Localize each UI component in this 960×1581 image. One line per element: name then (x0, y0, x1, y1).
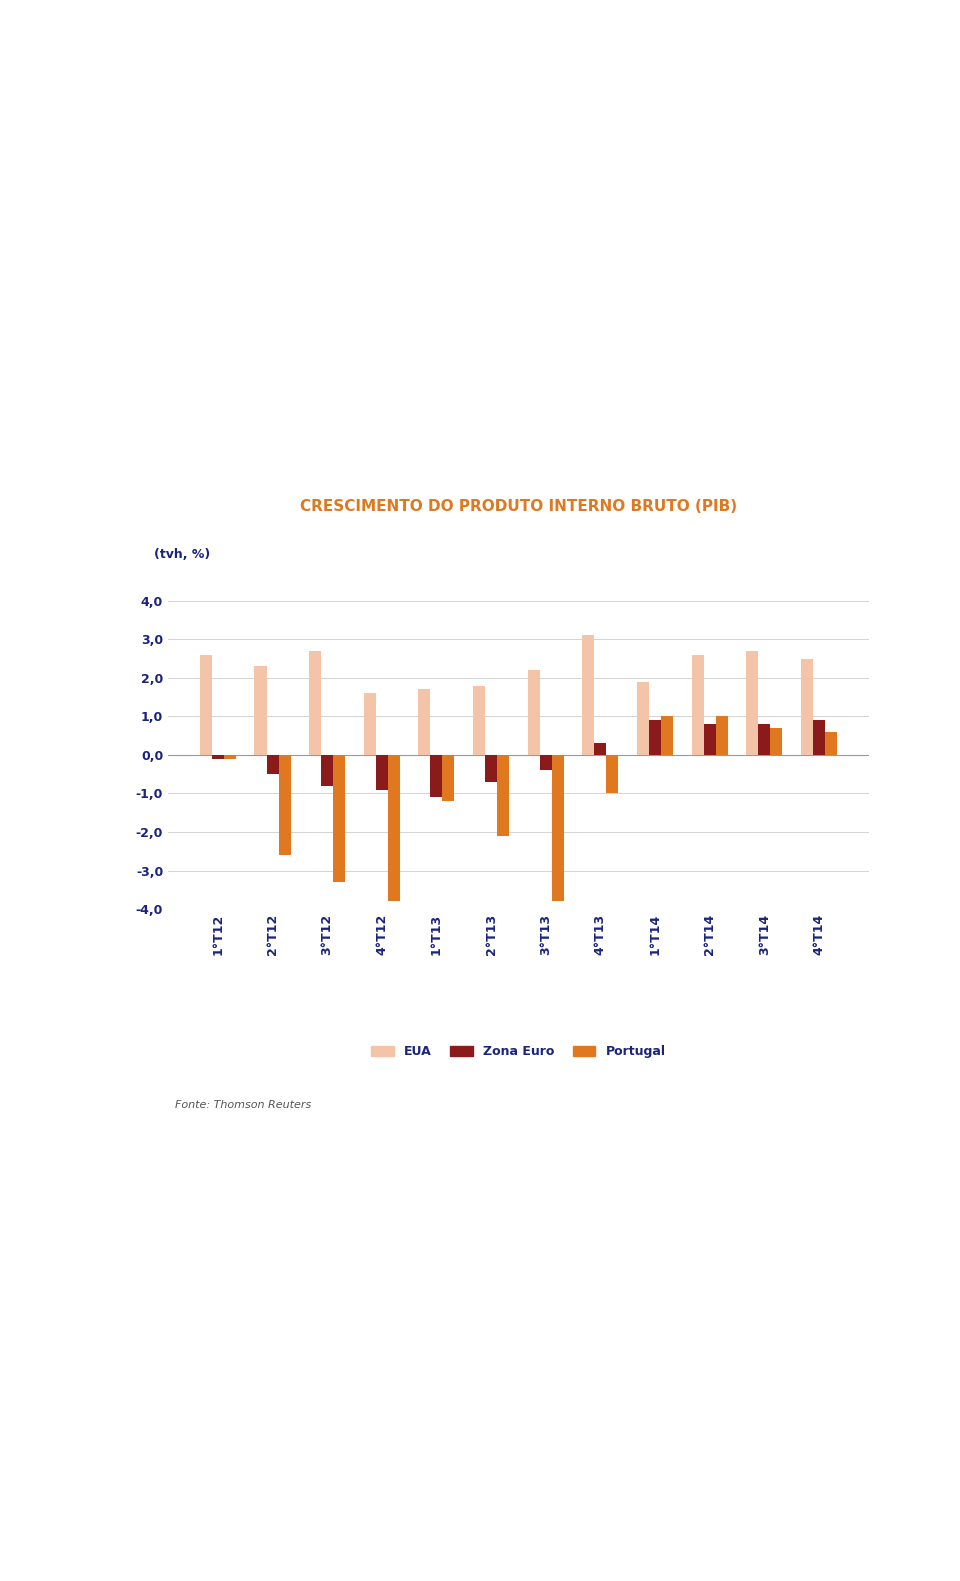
Bar (212, 756, 224, 759)
Bar (388, 756, 399, 901)
Bar (254, 666, 267, 756)
Bar (430, 756, 443, 797)
Bar (419, 689, 430, 756)
Legend: EUA, Zona Euro, Portugal: EUA, Zona Euro, Portugal (367, 1040, 670, 1062)
Bar (322, 756, 333, 786)
Bar (278, 756, 291, 855)
Bar (801, 659, 813, 756)
Bar (715, 716, 728, 756)
Bar (375, 756, 388, 789)
Bar (661, 716, 673, 756)
Bar (758, 724, 770, 756)
Text: Fonte: Thomson Reuters: Fonte: Thomson Reuters (175, 1100, 311, 1110)
Text: (tvh, %): (tvh, %) (154, 547, 210, 561)
Bar (528, 670, 540, 756)
Bar (552, 756, 564, 901)
Bar (825, 732, 837, 756)
Bar (583, 636, 594, 756)
Bar (497, 756, 509, 836)
Bar (649, 721, 661, 756)
Bar (267, 756, 278, 775)
Bar (637, 681, 649, 756)
Bar (224, 756, 236, 759)
Bar (704, 724, 715, 756)
Bar (200, 655, 212, 756)
Bar (691, 655, 704, 756)
Bar (607, 756, 618, 794)
Bar (473, 686, 485, 756)
Bar (364, 692, 375, 756)
Bar (540, 756, 552, 770)
Bar (746, 651, 758, 756)
Bar (770, 727, 782, 756)
Text: CRESCIMENTO DO PRODUTO INTERNO BRUTO (PIB): CRESCIMENTO DO PRODUTO INTERNO BRUTO (PI… (300, 500, 737, 514)
Bar (309, 651, 322, 756)
Bar (485, 756, 497, 783)
Bar (813, 721, 825, 756)
Bar (594, 743, 607, 756)
Bar (443, 756, 454, 802)
Bar (333, 756, 346, 882)
